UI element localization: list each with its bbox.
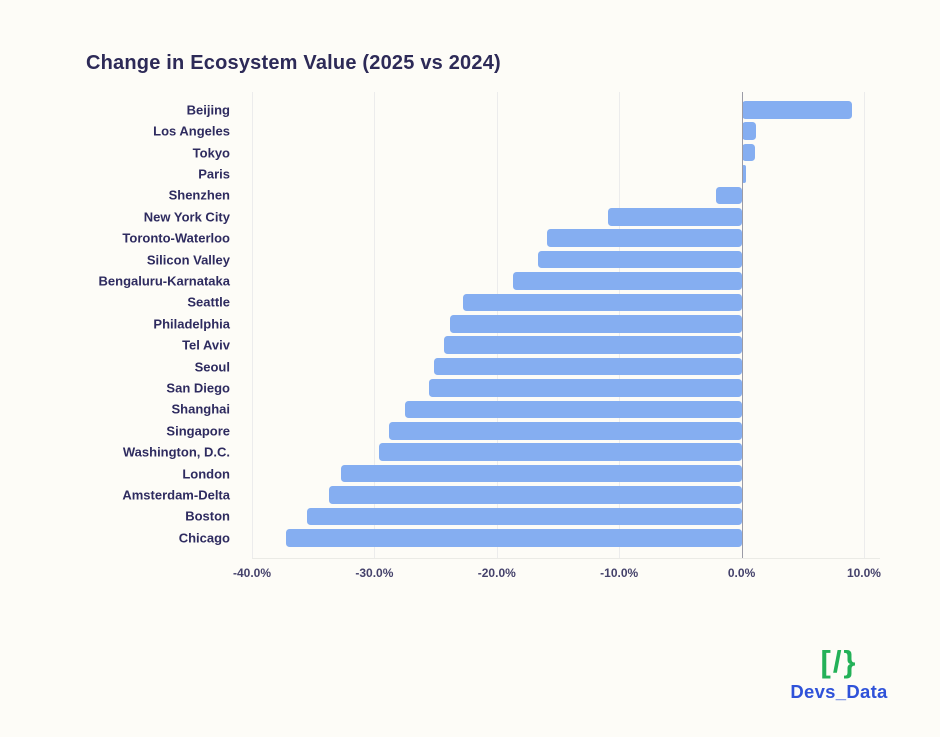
bar-chart: Beijing Los Angeles Tokyo Paris Shenzhen New …	[0, 92, 940, 592]
devsdata-wordmark: Devs_Data	[790, 681, 888, 702]
bar	[741, 122, 757, 140]
axis-baseline	[252, 558, 880, 559]
category-label: Toronto-Waterloo	[122, 230, 230, 246]
bar	[379, 443, 742, 461]
category-label: Seattle	[187, 294, 230, 310]
x-tick-label: 10.0%	[846, 566, 881, 580]
category-label: Boston	[185, 508, 230, 524]
category-label: Silicon Valley	[146, 252, 230, 268]
x-tick-label: -40.0%	[232, 566, 272, 580]
category-label: Singapore	[166, 423, 230, 439]
category-label: Washington, D.C.	[122, 444, 230, 460]
category-label: Tokyo	[192, 145, 230, 161]
bar	[741, 101, 852, 119]
bar	[429, 379, 742, 397]
category-label: Philadelphia	[153, 316, 230, 332]
category-label: Seoul	[194, 359, 230, 375]
gridline	[252, 92, 253, 558]
category-label: Shanghai	[171, 401, 230, 417]
bar	[450, 315, 742, 333]
category-label: Chicago	[178, 530, 230, 546]
bar	[404, 400, 742, 419]
category-label: Shenzhen	[168, 187, 230, 203]
x-tick-label: -10.0%	[600, 566, 639, 580]
category-label: Beijing	[186, 102, 230, 118]
bar	[434, 357, 742, 376]
bar	[538, 250, 742, 269]
x-tick-label: 0.0%	[727, 566, 756, 580]
category-label: New York City	[143, 209, 230, 225]
category-label: London	[182, 466, 230, 482]
category-label: Los Angeles	[153, 123, 230, 139]
bar	[389, 422, 742, 440]
bar	[608, 208, 742, 226]
x-tick-label: -20.0%	[477, 566, 516, 580]
bar	[715, 186, 742, 205]
category-label: Paris	[198, 166, 230, 182]
bar	[444, 336, 742, 354]
bar	[286, 529, 742, 547]
category-label: Bengaluru-Karnataka	[98, 273, 230, 289]
bar	[741, 165, 747, 183]
gridline	[863, 92, 865, 558]
bar	[512, 272, 742, 290]
zero-gridline	[741, 92, 743, 558]
chart-title: Change in Ecosystem Value (2025 vs 2024)	[86, 52, 501, 74]
bar	[741, 143, 756, 162]
bar	[546, 229, 742, 247]
bar	[329, 486, 742, 504]
bar	[462, 293, 742, 312]
bar	[341, 464, 742, 483]
devsdata-logo: [/} Devs_Data	[784, 643, 894, 703]
category-label: San Diego	[166, 380, 230, 396]
plot-area: -40.0% -30.0% -20.0% -10.0% 0.0% 10.0%	[233, 92, 881, 580]
category-label: Amsterdam-Delta	[122, 487, 230, 503]
category-labels-column: Beijing Los Angeles Tokyo Paris Shenzhen New …	[0, 92, 230, 558]
code-brackets-icon: [/}	[820, 643, 858, 679]
x-tick-label: -30.0%	[355, 566, 394, 580]
bar	[307, 507, 742, 526]
category-label: Tel Aviv	[182, 337, 230, 353]
gridline	[374, 92, 376, 558]
